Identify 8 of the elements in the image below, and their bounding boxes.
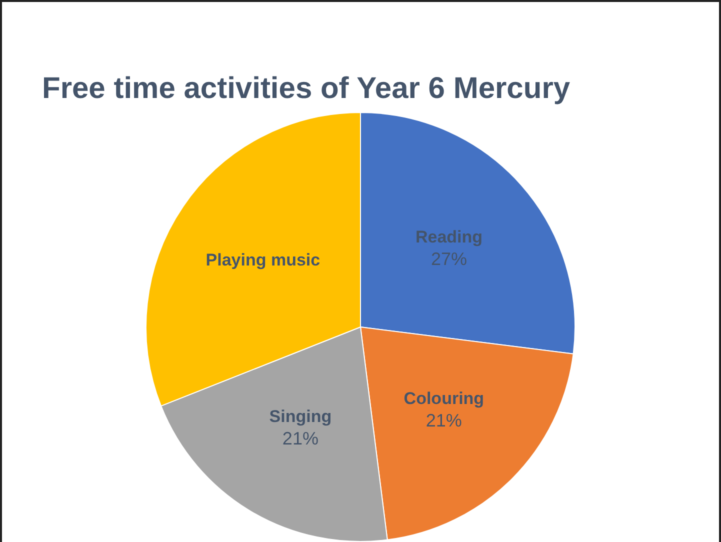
data-label: 21%	[282, 428, 318, 449]
slice-label: Playing music	[206, 250, 320, 270]
slice-label: Reading	[415, 228, 483, 247]
data-label: 27%	[430, 248, 468, 269]
data-label: 21%	[426, 410, 462, 430]
slice-label: Colouring	[404, 389, 484, 408]
chart-title: Free time activities of Year 6 Mercury	[42, 72, 570, 106]
slice-label: Singing	[269, 407, 332, 426]
